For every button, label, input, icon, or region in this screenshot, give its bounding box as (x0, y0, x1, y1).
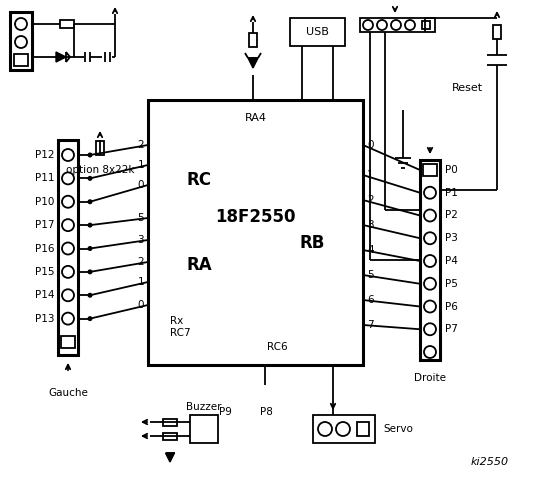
Bar (357, 422, 369, 436)
Text: 0: 0 (138, 300, 144, 310)
Text: option 8x22k: option 8x22k (66, 165, 134, 175)
Text: 4: 4 (367, 245, 374, 255)
Text: Rx
RC7: Rx RC7 (170, 316, 191, 338)
Bar (148, 100, 363, 365)
Bar (61, 336, 75, 348)
Text: Reset: Reset (451, 83, 483, 93)
Bar (60, 20, 74, 28)
Bar (96, 141, 104, 155)
Text: RC6: RC6 (267, 342, 288, 352)
Bar (163, 432, 177, 440)
Text: 3: 3 (367, 220, 374, 230)
Bar (14, 54, 28, 66)
Text: P0: P0 (445, 165, 458, 175)
Text: RA4: RA4 (244, 113, 267, 123)
Text: 5: 5 (367, 270, 374, 280)
Bar (313, 415, 375, 443)
Bar (360, 18, 435, 32)
Text: P17: P17 (34, 220, 54, 230)
Text: 7: 7 (367, 320, 374, 330)
Circle shape (87, 176, 92, 181)
Text: 1: 1 (137, 160, 144, 170)
Text: P3: P3 (445, 233, 458, 243)
Circle shape (87, 223, 92, 228)
Bar (422, 21, 430, 29)
Circle shape (87, 293, 92, 298)
Bar (423, 164, 437, 176)
Text: P12: P12 (34, 150, 54, 160)
Text: RC: RC (186, 171, 211, 189)
Circle shape (87, 246, 92, 251)
Text: Droite: Droite (414, 373, 446, 383)
Text: P14: P14 (34, 290, 54, 300)
Text: P16: P16 (34, 243, 54, 253)
Text: 1: 1 (137, 277, 144, 287)
Bar (290, 18, 345, 46)
Text: P5: P5 (445, 279, 458, 289)
Text: P15: P15 (34, 267, 54, 277)
Bar (10, 12, 32, 70)
Text: Servo: Servo (383, 424, 413, 434)
Text: ki2550: ki2550 (471, 457, 509, 467)
Bar (163, 419, 177, 425)
Bar (190, 415, 218, 443)
Polygon shape (165, 453, 175, 462)
Text: 0: 0 (367, 140, 373, 150)
Text: P4: P4 (445, 256, 458, 266)
Text: USB: USB (306, 27, 329, 37)
Text: Gauche: Gauche (48, 388, 88, 398)
Text: RA: RA (186, 256, 212, 274)
Text: P6: P6 (445, 301, 458, 312)
Text: P11: P11 (34, 173, 54, 183)
Circle shape (87, 316, 92, 321)
Text: 0: 0 (138, 180, 144, 190)
Text: 1: 1 (367, 170, 374, 180)
Bar (249, 33, 257, 47)
Circle shape (87, 199, 92, 204)
Text: P8: P8 (259, 407, 273, 417)
Text: RB: RB (300, 233, 325, 252)
Text: P9: P9 (218, 407, 232, 417)
Text: P10: P10 (35, 197, 54, 207)
Text: 6: 6 (367, 295, 374, 305)
Bar (420, 160, 440, 360)
Bar (58, 140, 78, 355)
Text: P13: P13 (34, 313, 54, 324)
Text: P7: P7 (445, 324, 458, 334)
Polygon shape (56, 52, 66, 62)
Polygon shape (248, 58, 258, 68)
Bar (493, 25, 501, 39)
Text: 2: 2 (137, 257, 144, 267)
Text: 2: 2 (137, 140, 144, 150)
Text: 2: 2 (367, 195, 374, 205)
Circle shape (87, 153, 92, 157)
Circle shape (87, 269, 92, 275)
Text: 18F2550: 18F2550 (215, 208, 296, 227)
Text: 5: 5 (137, 213, 144, 223)
Text: 3: 3 (137, 235, 144, 245)
Text: P2: P2 (445, 211, 458, 220)
Text: P1: P1 (445, 188, 458, 198)
Text: Buzzer: Buzzer (186, 402, 222, 412)
